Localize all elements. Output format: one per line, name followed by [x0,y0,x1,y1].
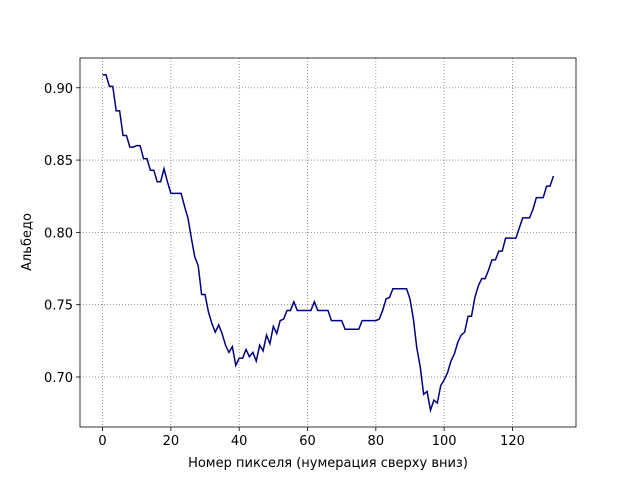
y-tick-label: 0.75 [44,299,73,314]
data-line [102,74,555,414]
x-tick-label: 20 [163,434,180,449]
y-tick-label: 0.70 [44,371,73,386]
x-tick-label: 60 [299,434,316,449]
y-tick-label: 0.80 [44,226,73,241]
x-tick-label: 120 [500,434,525,449]
y-axis-label: Альбедо [20,213,35,271]
y-tick-label: 0.90 [44,82,73,97]
x-axis-label: Номер пикселя (нумерация сверху вниз) [188,456,468,471]
y-tick-label: 0.85 [44,154,73,169]
x-tick-label: 40 [231,434,248,449]
x-tick-label: 80 [368,434,385,449]
x-tick-label: 0 [98,434,106,449]
x-tick-label: 100 [432,434,457,449]
plot-frame [79,57,577,428]
